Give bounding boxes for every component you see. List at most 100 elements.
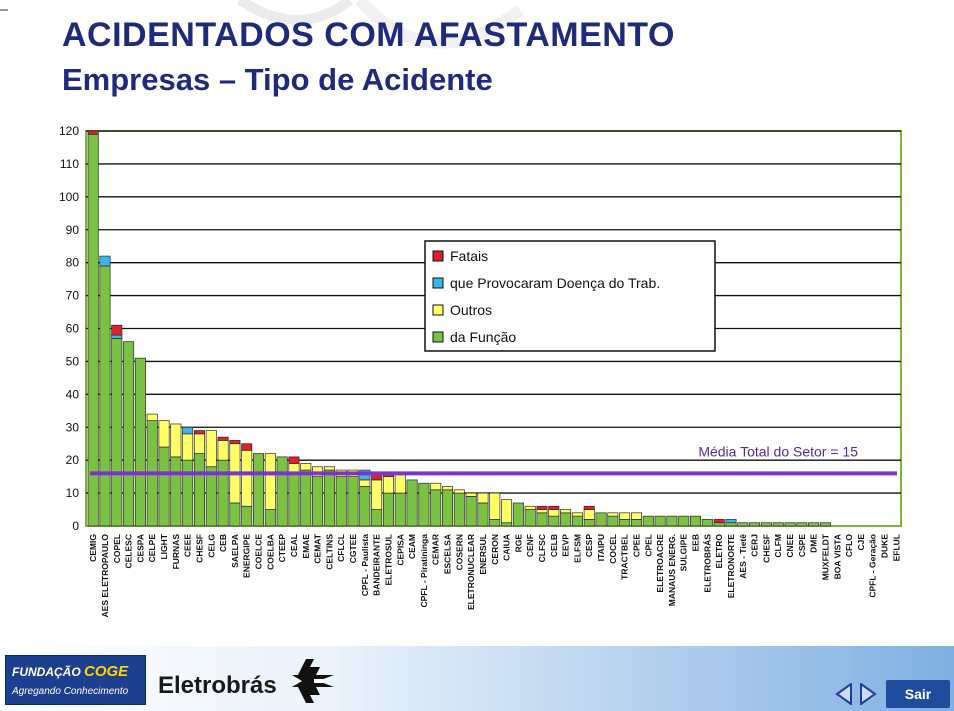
bar-segment xyxy=(134,357,146,527)
x-tick-label: CLFSC xyxy=(537,534,547,562)
bar-segment xyxy=(548,515,560,527)
x-tick-label: ELETROACRE xyxy=(655,534,665,593)
bar-segment xyxy=(323,466,335,471)
bar-segment xyxy=(536,505,548,510)
bar-segment xyxy=(111,334,123,339)
bar-segment xyxy=(571,515,583,527)
x-tick-label: CPEE xyxy=(631,534,641,557)
bar-segment xyxy=(312,476,324,527)
x-tick-label: ELETRO xyxy=(714,534,724,569)
x-tick-label: CERON xyxy=(490,534,500,565)
bar-segment xyxy=(382,476,394,494)
bar-segment xyxy=(182,459,194,527)
x-tick-label: SULGIPE xyxy=(679,534,689,572)
x-tick-label: CEB xyxy=(218,534,228,552)
bar-segment xyxy=(725,519,737,524)
y-tick-label: 100 xyxy=(59,190,79,204)
bar-segment xyxy=(300,463,312,471)
x-tick-label: CEMAT xyxy=(313,533,323,563)
bar-segment xyxy=(607,515,619,527)
legend-swatch xyxy=(432,331,444,343)
slide-subtitle: Empresas – Tipo de Acidente xyxy=(62,62,493,97)
bar-segment xyxy=(382,492,394,527)
bar-segment xyxy=(229,502,241,527)
y-tick-label: 20 xyxy=(66,453,80,467)
x-tick-label: ELETRONORTE xyxy=(726,534,736,599)
x-tick-label: EMAE xyxy=(301,534,311,559)
bar-segment xyxy=(690,515,702,527)
bar-segment xyxy=(548,509,560,517)
x-tick-label: CPFL - Geração xyxy=(868,534,878,598)
bar-segment xyxy=(666,515,678,527)
bar-segment xyxy=(548,505,560,510)
bar-segment xyxy=(560,509,572,514)
x-tick-label: CHESF xyxy=(194,534,204,563)
x-tick-label: CEEE xyxy=(183,534,193,557)
bar-segment xyxy=(430,489,442,527)
y-tick-label: 40 xyxy=(66,387,80,401)
bar-segment xyxy=(701,519,713,527)
y-tick-label: 30 xyxy=(66,420,80,434)
x-tick-label: MANAUS ENERG. xyxy=(667,534,677,606)
x-tick-label: BANDEIRANTE xyxy=(372,534,382,596)
x-tick-label: CAIUA xyxy=(502,534,512,561)
bar-segment xyxy=(737,522,749,527)
bar-segment xyxy=(217,436,229,441)
bar-segment xyxy=(253,453,265,527)
x-tick-label: CFLCL xyxy=(336,534,346,562)
x-tick-label: COCEL xyxy=(608,534,618,564)
stacked-bar-chart: 0 10 20 30 40 50 60 70 80 90 100 110 120 CEMIG AES ELE… xyxy=(59,124,902,618)
bar-segment xyxy=(158,446,170,527)
x-tick-label: CELB xyxy=(549,534,559,557)
logo-coge-text: COGE xyxy=(84,663,129,680)
x-tick-label: TRACTBEL xyxy=(620,534,630,580)
x-tick-label: CPEL xyxy=(643,534,653,557)
bar-segment xyxy=(749,522,761,527)
x-tick-label: ITAIPU xyxy=(596,534,606,561)
x-tick-label: AES - Tietê xyxy=(738,534,748,579)
bar-segment xyxy=(524,505,536,510)
bar-segment xyxy=(335,476,347,527)
bar-segment xyxy=(642,515,654,527)
x-tick-label: CHESF xyxy=(761,534,771,563)
x-tick-label: CENF xyxy=(525,534,535,557)
x-tick-label: CELESC xyxy=(124,534,134,568)
exit-button[interactable]: Sair xyxy=(886,680,950,708)
bar-segment xyxy=(595,512,607,527)
bar-segment xyxy=(713,519,725,524)
bar-segment xyxy=(619,519,631,527)
bar-segment xyxy=(583,509,595,520)
x-tick-label: CELG xyxy=(206,534,216,558)
x-tick-label: EEB xyxy=(691,534,701,551)
fundacao-coge-logo: FUNDAÇÃO COGE Agregando Conhecimento xyxy=(5,655,146,705)
bar-segment xyxy=(406,479,418,527)
bar-segment xyxy=(359,486,371,527)
logo-fundacao-text: FUNDAÇÃO xyxy=(12,665,81,679)
bar-segment xyxy=(808,522,820,527)
bar-segment xyxy=(359,479,371,487)
x-tick-label: ELETRONUCLEAR xyxy=(466,534,476,610)
footer-bar xyxy=(0,646,954,711)
x-tick-label: AES ELETROPAULO xyxy=(100,534,110,618)
bar-segment xyxy=(347,476,359,527)
x-tick-label: ELETROSUL xyxy=(383,534,393,585)
x-tick-label: ESCELSA xyxy=(443,534,453,574)
x-tick-label: DUKE xyxy=(880,534,890,558)
legend-swatch xyxy=(432,304,444,316)
previous-slide-icon[interactable] xyxy=(835,683,855,705)
bar-segment xyxy=(583,505,595,510)
x-tick-label: CEPISA xyxy=(395,534,405,566)
y-tick-label: 50 xyxy=(66,354,80,368)
bar-segment xyxy=(193,453,205,527)
bar-segment xyxy=(713,522,725,527)
x-tick-label: COELCE xyxy=(254,534,264,570)
bar-segment xyxy=(560,512,572,527)
x-tick-label: EEVP xyxy=(561,534,571,557)
bar-segment xyxy=(394,492,406,527)
next-slide-icon[interactable] xyxy=(857,683,877,705)
bar-segment xyxy=(477,502,489,527)
legend-box xyxy=(424,240,716,352)
bar-segment xyxy=(182,433,194,461)
x-tick-label: EFLUL xyxy=(891,534,901,561)
